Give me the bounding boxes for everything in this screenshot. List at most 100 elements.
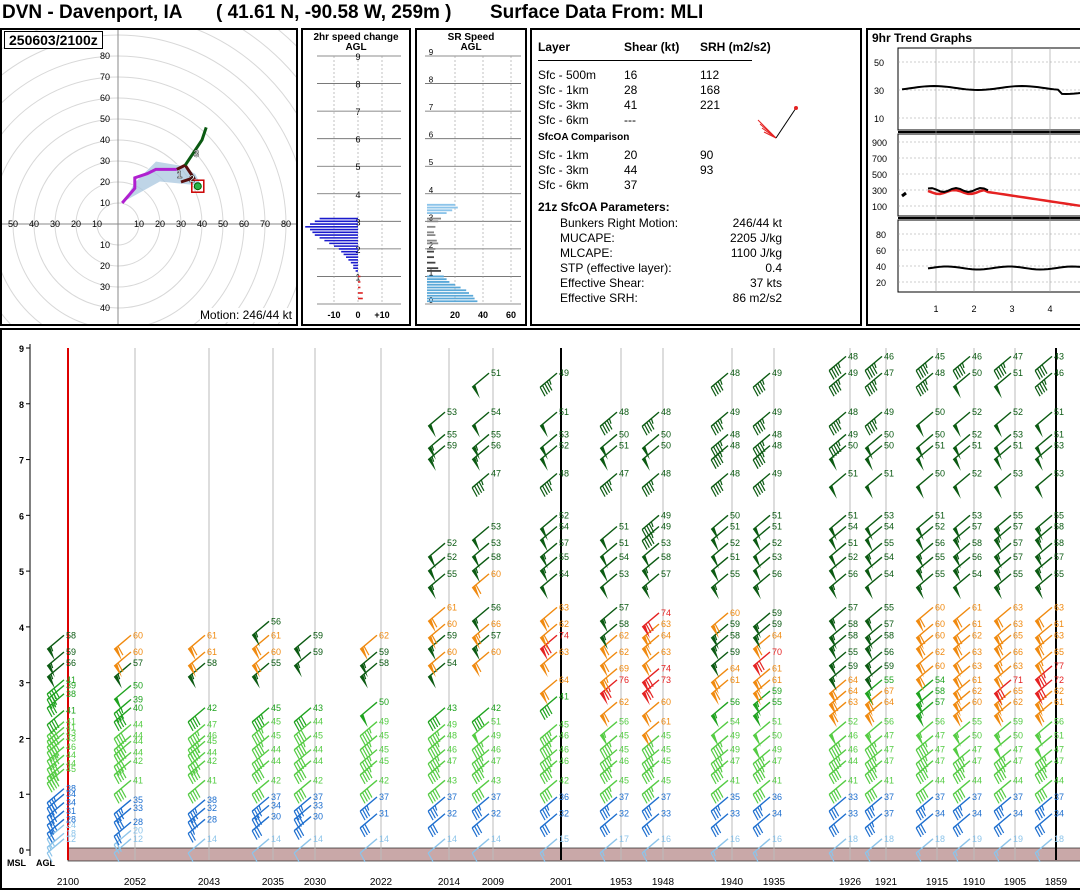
wind-speed-label: 58	[379, 658, 389, 668]
trend-y-tick: 900	[872, 138, 887, 148]
hodograph-height-label: 1	[177, 170, 183, 181]
wind-barb: 56	[471, 441, 501, 471]
wind-barb: 50	[752, 731, 782, 762]
wind-barb-feather	[865, 485, 873, 499]
wind-barb-feather	[51, 798, 58, 809]
wind-barb-feather	[428, 635, 436, 650]
wind-barb-feather	[599, 749, 606, 760]
wind-barb-feather	[295, 828, 302, 838]
wind-barb-feather	[994, 538, 1002, 552]
wind-barb-staff	[828, 679, 847, 695]
wind-barb-feather	[710, 794, 717, 804]
wind-speed-label: 39	[66, 680, 76, 690]
wind-barb-feather	[431, 445, 435, 451]
wind-barb-feather	[829, 713, 837, 728]
wind-barb-feather	[646, 536, 653, 547]
wind-barb-feather	[717, 743, 724, 754]
agl-label: AGL	[36, 858, 56, 868]
wind-barb-feather	[869, 383, 876, 393]
wind-barb: 58	[828, 619, 858, 650]
wind-barb-feather	[192, 734, 199, 745]
wind-barb-staff	[1034, 355, 1053, 372]
wind-barb-feather	[1002, 362, 1006, 369]
wind-barb-feather	[46, 752, 53, 762]
wind-speed-label: 50	[730, 510, 740, 520]
wind-barb-feather	[187, 813, 194, 824]
wind-barb-feather	[759, 420, 766, 430]
wind-barb: 53	[952, 510, 982, 541]
wind-barb-staff	[113, 723, 132, 740]
wind-barb-feather	[646, 745, 653, 756]
wind-barb-feather	[606, 788, 613, 798]
wind-barb-staff	[1034, 542, 1053, 558]
wind-barb-feather	[835, 788, 842, 798]
wind-barb: 63	[539, 647, 569, 678]
wind-speed-label: 65	[1054, 647, 1064, 657]
wind-barb-feather	[120, 707, 124, 714]
trend-x-tick: 1	[933, 304, 938, 314]
wind-barb-feather	[829, 585, 837, 600]
param-value: 0.4	[765, 261, 782, 275]
wind-barb-feather	[753, 713, 761, 728]
wind-barb-staff	[599, 433, 618, 450]
wind-barb-feather	[361, 772, 368, 783]
wind-barb-feather	[648, 805, 652, 811]
wind-barb: 14	[427, 834, 457, 863]
wind-speed-label: 54	[884, 569, 894, 579]
wind-barb-feather	[833, 745, 840, 756]
wind-barb-feather	[251, 774, 258, 785]
wind-barb: 55	[539, 552, 569, 583]
wind-barb-feather	[476, 807, 483, 817]
wind-barb-feather	[832, 662, 836, 669]
wind-barb-feather	[828, 794, 835, 804]
wind-barb: 64	[752, 630, 782, 661]
wind-barb-feather	[711, 691, 719, 706]
wind-barb-staff	[293, 735, 312, 751]
wind-barb-staff	[359, 796, 378, 812]
wind-barb-staff	[539, 573, 558, 589]
wind-barb: 51	[752, 510, 782, 541]
wind-barb-staff	[471, 813, 490, 829]
wind-barb-feather	[1043, 379, 1047, 385]
wind-barb-feather	[956, 553, 960, 560]
wind-barb-feather	[995, 368, 1002, 378]
wind-speed-label: 41	[66, 675, 76, 685]
wind-barb-feather	[544, 745, 551, 756]
main-y-tick: 8	[19, 400, 24, 410]
wind-speed-label: 63	[1013, 661, 1023, 671]
wind-barb: 48	[539, 469, 569, 497]
wind-barb-feather	[539, 738, 546, 748]
wind-barb-staff	[864, 573, 883, 589]
wind-speed-label: 43	[66, 728, 76, 738]
hodograph-x-tick: 50	[8, 219, 18, 229]
wind-barb: 59	[828, 661, 858, 692]
wind-barb: 44	[293, 717, 323, 746]
wind-barb-feather	[919, 584, 923, 591]
wind-barb-feather	[953, 635, 961, 650]
wind-barb-feather	[115, 764, 122, 774]
wind-barb-feather	[194, 760, 201, 770]
wind-speed-label: 62	[379, 630, 389, 640]
wind-barb-feather	[922, 757, 929, 768]
wind-barb-feather	[865, 526, 873, 541]
sr-speed-y-tick: 8	[429, 76, 434, 85]
wind-barb-feather	[295, 808, 302, 819]
wind-speed-label: 58	[972, 538, 982, 548]
wind-barb-feather	[472, 663, 480, 678]
wind-barb-staff	[828, 779, 847, 795]
wind-barb-feather	[431, 618, 438, 628]
wind-speed-label: 14	[207, 834, 217, 844]
wind-barb-feather	[46, 707, 53, 718]
wind-barb-staff	[752, 749, 771, 765]
wind-barb-feather	[600, 635, 608, 650]
wind-barb-feather	[952, 794, 959, 804]
hodograph-ring	[2, 97, 245, 324]
wind-barb-staff	[828, 721, 847, 737]
wind-barb-feather	[753, 624, 761, 639]
wind-speed-label: 48	[730, 429, 740, 439]
wind-barb-staff	[710, 514, 729, 531]
wind-barb-staff	[539, 514, 558, 531]
wind-barb-feather	[916, 457, 924, 471]
wind-barb: 53	[641, 538, 671, 569]
wind-barb-feather	[606, 420, 613, 430]
